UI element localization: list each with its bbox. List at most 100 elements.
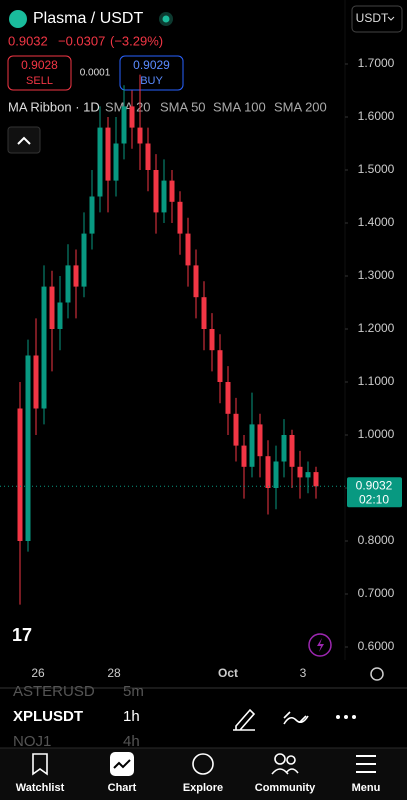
candle-body	[17, 408, 23, 541]
y-tick-label: 1.1000	[358, 374, 395, 388]
buy-label[interactable]: BUY	[140, 75, 163, 87]
candle-body	[193, 265, 199, 298]
candle-body	[225, 382, 231, 414]
indicator[interactable]: SMA 200	[274, 99, 327, 114]
sell-button[interactable]	[7, 55, 72, 91]
x-tick-label: Oct	[218, 666, 238, 680]
y-tick-label: 1.3000	[358, 268, 395, 282]
y-tick-label: 1.4000	[358, 215, 395, 229]
symbol[interactable]: Plasma / USDT	[33, 10, 143, 27]
y-tick-label: 1.0000	[358, 427, 395, 441]
collapse-icon	[17, 136, 31, 145]
nav-label[interactable]: Chart	[108, 782, 137, 794]
candle-body	[73, 265, 79, 287]
indicator[interactable]: SMA 50	[160, 99, 206, 114]
countdown: 02:10	[359, 492, 389, 506]
draw-icon[interactable]	[233, 708, 256, 731]
currency-button[interactable]	[351, 5, 403, 33]
candle-body	[137, 127, 143, 144]
indicator[interactable]: MA Ribbon · 1D	[8, 99, 100, 114]
sell-label[interactable]: SELL	[26, 75, 53, 87]
lightning-icon	[317, 638, 324, 652]
menu-icon	[356, 755, 376, 773]
watchlist-symbol[interactable]: XPLUSDT	[13, 708, 83, 725]
candle-body	[33, 355, 39, 409]
y-tick-label: 0.8000	[358, 533, 395, 547]
watchlist-symbol[interactable]: NOJ1	[13, 733, 51, 750]
candle-body	[273, 461, 279, 488]
collapse-button[interactable]	[7, 126, 41, 154]
change: −0.0307	[58, 33, 105, 48]
watchlist-interval[interactable]: 4h	[123, 733, 140, 750]
y-tick-label: 0.7000	[358, 586, 395, 600]
candle-body	[41, 286, 47, 409]
candle-body	[113, 143, 119, 181]
chart-tab-bg	[110, 752, 134, 776]
candle-body	[209, 329, 215, 351]
y-tick-label: 1.7000	[358, 56, 395, 70]
candle-body	[105, 127, 111, 181]
nav-label[interactable]: Watchlist	[16, 782, 65, 794]
candle-body	[49, 286, 55, 329]
nav-label[interactable]: Community	[255, 782, 316, 794]
watchlist-interval[interactable]: 5m	[123, 683, 144, 700]
chart-tab-icon	[113, 759, 131, 769]
candle-body	[289, 435, 295, 467]
candle-body	[25, 355, 31, 541]
explore-icon	[192, 753, 214, 775]
last-price-label: 0.9032	[356, 478, 393, 492]
candle-body	[177, 201, 183, 234]
x-tick-label: 26	[31, 666, 45, 680]
candle-body	[185, 233, 191, 266]
logo: 17	[12, 625, 32, 645]
currency[interactable]: USDT	[356, 11, 389, 25]
symbol-icon	[9, 10, 27, 28]
candle-body	[145, 143, 151, 170]
community-icon	[274, 753, 286, 765]
y-tick-label: 0.6000	[358, 639, 395, 653]
settings-icon[interactable]	[370, 667, 384, 681]
sell-price[interactable]: 0.9028	[21, 58, 58, 72]
candle-body	[217, 350, 223, 382]
more-dot	[352, 715, 356, 719]
watchlist-icon	[32, 753, 48, 776]
candle-body	[153, 170, 159, 213]
change-pct: (−3.29%)	[110, 33, 163, 48]
indicator[interactable]: SMA 20	[105, 99, 151, 114]
y-tick-label: 1.2000	[358, 321, 395, 335]
candle-body	[233, 413, 239, 446]
y-tick-label: 1.5000	[358, 162, 395, 176]
candle-body	[241, 445, 247, 467]
indicators-icon[interactable]	[283, 711, 309, 725]
candle-body	[121, 106, 127, 144]
y-tick-label: 1.6000	[358, 109, 395, 123]
watchlist-symbol[interactable]: ASTERUSD	[13, 683, 95, 700]
candle-body	[65, 265, 71, 303]
last-price-box	[347, 477, 402, 508]
candle-body	[169, 180, 175, 202]
more-dot	[344, 715, 348, 719]
more-dot[interactable]	[336, 715, 340, 719]
buy-button[interactable]	[119, 55, 184, 91]
candle-body	[313, 472, 319, 487]
nav-label[interactable]: Explore	[183, 782, 223, 794]
x-tick-label: 28	[107, 666, 121, 680]
x-tick-label: 3	[300, 666, 307, 680]
last-price: 0.9032	[8, 33, 48, 48]
candle-body	[89, 196, 95, 234]
indicator[interactable]: SMA 100	[213, 99, 266, 114]
community-icon	[286, 755, 296, 765]
candle-body	[305, 472, 311, 478]
spread: 0.0001	[80, 68, 111, 79]
nav-label[interactable]: Menu	[352, 782, 381, 794]
candle-body	[265, 456, 271, 488]
candle-body	[249, 424, 255, 467]
candle-body	[129, 106, 135, 128]
candle-body	[161, 180, 167, 213]
lightning-button[interactable]	[308, 633, 332, 657]
candle-body	[281, 435, 287, 462]
watchlist-interval[interactable]: 1h	[123, 708, 140, 725]
buy-price[interactable]: 0.9029	[133, 58, 170, 72]
